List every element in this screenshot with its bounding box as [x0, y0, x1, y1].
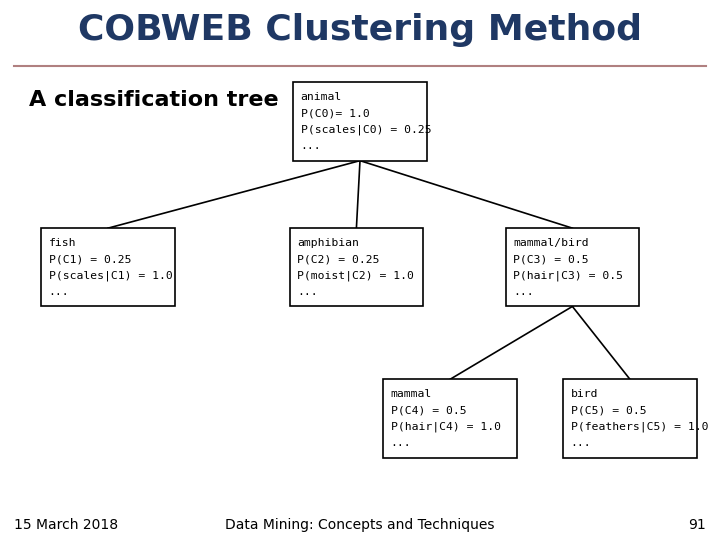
Text: Data Mining: Concepts and Techniques: Data Mining: Concepts and Techniques — [225, 518, 495, 532]
FancyBboxPatch shape — [294, 82, 426, 160]
Text: ...: ... — [301, 141, 321, 151]
Text: animal: animal — [301, 92, 342, 102]
Text: ...: ... — [297, 287, 318, 297]
Text: 15 March 2018: 15 March 2018 — [14, 518, 119, 532]
Text: 91: 91 — [688, 518, 706, 532]
Text: bird: bird — [571, 389, 598, 399]
Text: P(C4) = 0.5: P(C4) = 0.5 — [390, 406, 467, 415]
Text: fish: fish — [48, 238, 76, 248]
Text: A classification tree: A classification tree — [29, 90, 279, 110]
Text: mammal: mammal — [390, 389, 432, 399]
Text: P(scales|C1) = 1.0: P(scales|C1) = 1.0 — [48, 270, 172, 281]
FancyBboxPatch shape — [563, 379, 697, 457]
Text: mammal/bird: mammal/bird — [513, 238, 589, 248]
Text: amphibian: amphibian — [297, 238, 359, 248]
Text: P(scales|C0) = 0.25: P(scales|C0) = 0.25 — [301, 124, 431, 135]
Text: ...: ... — [48, 287, 69, 297]
Text: P(feathers|C5) = 1.0: P(feathers|C5) = 1.0 — [571, 421, 708, 432]
Text: P(C2) = 0.25: P(C2) = 0.25 — [297, 254, 379, 264]
Text: COBWEB Clustering Method: COBWEB Clustering Method — [78, 13, 642, 46]
Text: P(hair|C4) = 1.0: P(hair|C4) = 1.0 — [390, 421, 500, 432]
Text: ...: ... — [513, 287, 534, 297]
Text: P(C0)= 1.0: P(C0)= 1.0 — [301, 109, 369, 118]
Text: ...: ... — [571, 438, 591, 448]
Text: ...: ... — [390, 438, 411, 448]
FancyBboxPatch shape — [383, 379, 517, 457]
FancyBboxPatch shape — [505, 228, 639, 306]
Text: P(C1) = 0.25: P(C1) = 0.25 — [48, 254, 131, 264]
Text: P(hair|C3) = 0.5: P(hair|C3) = 0.5 — [513, 270, 623, 281]
FancyBboxPatch shape — [42, 228, 174, 306]
Text: P(moist|C2) = 1.0: P(moist|C2) = 1.0 — [297, 270, 414, 281]
FancyBboxPatch shape — [289, 228, 423, 306]
Text: P(C3) = 0.5: P(C3) = 0.5 — [513, 254, 589, 264]
Text: P(C5) = 0.5: P(C5) = 0.5 — [571, 406, 647, 415]
